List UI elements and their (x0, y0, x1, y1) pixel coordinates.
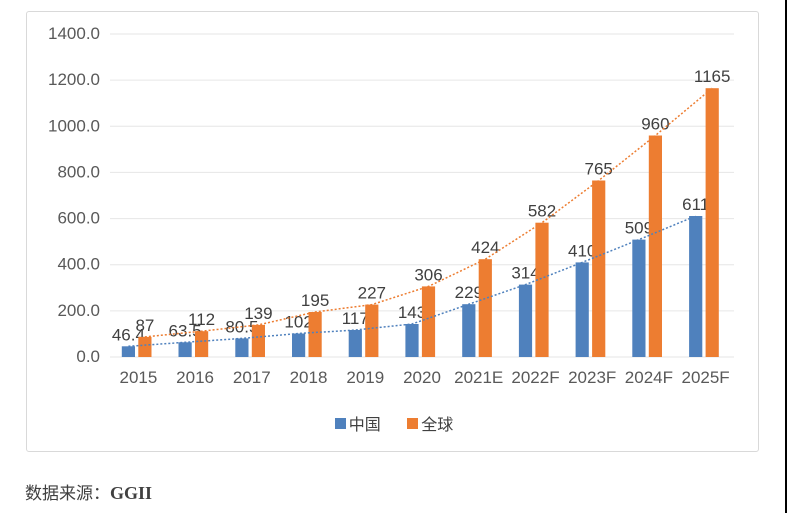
svg-text:1200.0: 1200.0 (48, 70, 100, 89)
svg-text:1165: 1165 (694, 67, 731, 86)
svg-text:195: 195 (301, 291, 329, 310)
svg-text:1000.0: 1000.0 (48, 116, 100, 135)
svg-text:200.0: 200.0 (57, 301, 100, 320)
svg-text:424: 424 (471, 238, 499, 257)
svg-text:765: 765 (585, 160, 613, 179)
svg-text:87: 87 (135, 316, 154, 335)
svg-text:2022F: 2022F (511, 368, 559, 387)
svg-text:227: 227 (358, 284, 386, 303)
svg-text:960: 960 (641, 115, 669, 134)
svg-text:112: 112 (188, 310, 215, 329)
svg-text:2018: 2018 (290, 368, 328, 387)
svg-text:2021E: 2021E (454, 368, 503, 387)
svg-text:139: 139 (244, 304, 272, 323)
svg-text:117: 117 (342, 309, 369, 328)
svg-text:600.0: 600.0 (57, 209, 100, 228)
svg-text:2019: 2019 (346, 368, 384, 387)
svg-text:2016: 2016 (176, 368, 214, 387)
svg-text:2023F: 2023F (568, 368, 616, 387)
svg-text:1400.0: 1400.0 (48, 24, 100, 43)
svg-text:400.0: 400.0 (57, 255, 100, 274)
svg-text:2020: 2020 (403, 368, 441, 387)
svg-text:582: 582 (528, 202, 556, 221)
svg-text:2015: 2015 (119, 368, 157, 387)
svg-text:800.0: 800.0 (57, 162, 100, 181)
svg-text:611: 611 (682, 195, 709, 214)
svg-text:2017: 2017 (233, 368, 271, 387)
svg-text:2024F: 2024F (625, 368, 673, 387)
svg-text:0.0: 0.0 (76, 347, 100, 366)
svg-text:2025F: 2025F (681, 368, 729, 387)
